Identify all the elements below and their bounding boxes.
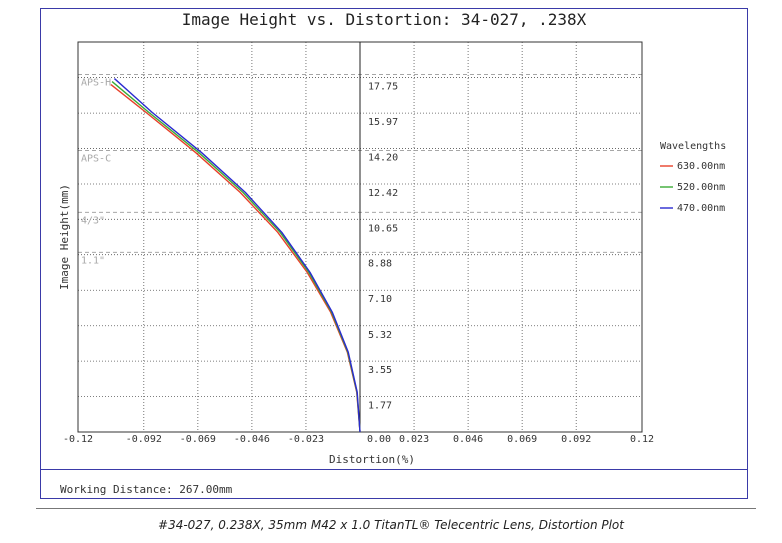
legend-entry-label: 470.00nm (677, 203, 725, 214)
y-tick-label: 14.20 (368, 152, 398, 163)
x-tick-label: -0.069 (180, 434, 216, 445)
chart-title: Image Height vs. Distortion: 34-027, .23… (182, 10, 587, 29)
sensor-marker-label: 1.1" (81, 255, 105, 266)
legend-title: Wavelengths (660, 141, 726, 152)
y-tick-label: 3.55 (368, 365, 392, 376)
caption-divider (36, 508, 756, 509)
y-tick-label: 10.65 (368, 223, 398, 234)
y-tick-label: 17.75 (368, 82, 398, 93)
series-line-520.00nm (111, 81, 361, 433)
y-tick-labels: 1.77 3.55 5.32 7.10 8.88 10.65 12.42 14.20 15.97… (368, 82, 398, 412)
x-tick-label: 0.092 (561, 434, 591, 445)
figure-caption: #34-027, 0.238X, 35mm M42 x 1.0 TitanTL®… (158, 518, 624, 532)
footer-divider (41, 469, 748, 470)
x-tick-label: 0.046 (453, 434, 483, 445)
sensor-marker-label: 4/3" (81, 215, 105, 226)
legend-entry-label: 630.00nm (677, 161, 725, 172)
y-tick-label: 12.42 (368, 188, 398, 199)
x-tick-label: -0.046 (234, 434, 270, 445)
y-tick-label: 8.88 (368, 259, 392, 270)
series-lines (110, 78, 361, 433)
x-tick-label: -0.092 (126, 434, 162, 445)
y-tick-label: 15.97 (368, 117, 398, 128)
x-tick-label: 0.023 (399, 434, 429, 445)
series-line-630.00nm (110, 83, 361, 433)
y-tick-label: 7.10 (368, 294, 392, 305)
y-axis-label: Image Height(mm) (58, 184, 71, 290)
x-tick-label: 0.00 (367, 434, 391, 445)
sensor-marker-label: APS-C (81, 153, 111, 164)
x-tick-label: -0.12 (63, 434, 93, 445)
y-tick-label: 1.77 (368, 401, 392, 412)
series-line-470.00nm (113, 78, 361, 433)
legend: Wavelengths 630.00nm 520.00nm 470.00nm (660, 141, 726, 214)
x-tick-label: 0.12 (630, 434, 654, 445)
x-tick-labels: -0.12 -0.092 -0.069 -0.046 -0.023 0.00 0.023 0.… (63, 434, 654, 445)
x-tick-label: 0.069 (507, 434, 537, 445)
x-tick-label: -0.023 (288, 434, 324, 445)
working-distance-text: Working Distance: 267.00mm (60, 483, 233, 496)
plot-frame (40, 8, 748, 499)
y-tick-label: 5.32 (368, 330, 392, 341)
x-axis-label: Distortion(%) (329, 453, 415, 466)
sensor-marker-label: APS-H (81, 78, 111, 89)
legend-entry-label: 520.00nm (677, 182, 725, 193)
